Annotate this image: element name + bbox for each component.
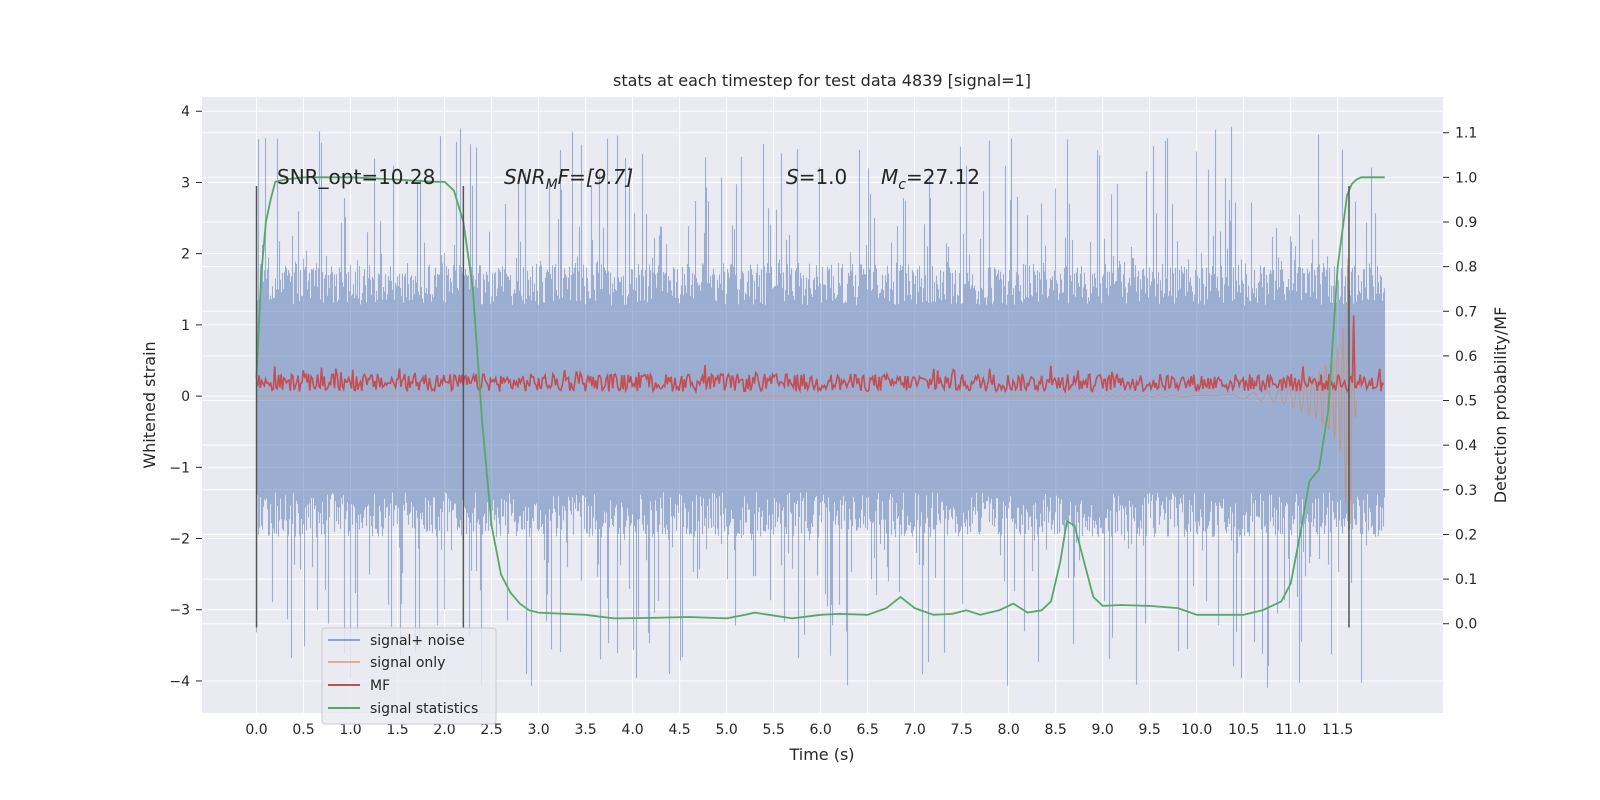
- annotation-mc-subscript: c: [898, 177, 906, 193]
- x-axis: 0.0 0.5 1.0 1.5 2.0 2.5 3.0 3.5 4.0 4.5 5.0 5.5 6.0 6…: [245, 722, 1353, 738]
- annotation-snr-mf-rest: F=[9.7]: [558, 165, 634, 189]
- x-tick-label: 3.5: [574, 722, 596, 738]
- x-tick-label: 5.5: [762, 722, 784, 738]
- x-tick-label: 2.5: [480, 722, 502, 738]
- annotation-s: S=1.0: [786, 165, 847, 189]
- x-tick-label: 1.5: [386, 722, 408, 738]
- series-layer: [255, 126, 1386, 688]
- y-tick-label: −4: [169, 674, 190, 690]
- y2-tick-label: 0.4: [1455, 438, 1477, 454]
- y2-tick-label: 0.1: [1455, 572, 1477, 588]
- y-tick-label: 3: [181, 175, 190, 191]
- legend-label-signal-only: signal only: [370, 655, 445, 671]
- x-tick-label: 2.0: [433, 722, 455, 738]
- annotation-snr-opt: SNR_opt=10.28: [277, 165, 435, 189]
- y-tick-label: 1: [181, 318, 190, 334]
- x-tick-label: 10.0: [1181, 722, 1212, 738]
- y2-axis-label: Detection probability/MF: [1491, 307, 1510, 504]
- y2-tick-label: 0.5: [1455, 394, 1477, 410]
- x-tick-label: 0.0: [245, 722, 267, 738]
- x-tick-label: 8.0: [998, 722, 1020, 738]
- x-tick-label: 4.0: [621, 722, 643, 738]
- annotation-mc-value: =27.12: [906, 165, 980, 189]
- annotation-mc-symbol: M: [881, 165, 898, 189]
- y2-tick-label: 0.9: [1455, 215, 1477, 231]
- series-signal-statistics: [255, 176, 1385, 620]
- series-signal-only: [256, 258, 1357, 525]
- y2-tick-label: 0.2: [1455, 527, 1477, 543]
- x-tick-label: 3.0: [527, 722, 549, 738]
- y-tick-label: −1: [169, 460, 190, 476]
- annotation-snr-mf-subscript: M: [546, 177, 558, 193]
- series-mf: [256, 315, 1385, 395]
- x-tick-label: 5.0: [715, 722, 737, 738]
- y-axis-left: 4 3 2 1 0 −1 −2 −3 −4: [169, 104, 202, 690]
- x-tick-label: 7.5: [951, 722, 973, 738]
- x-tick-label: 4.5: [668, 722, 690, 738]
- y2-tick-label: 0.0: [1455, 617, 1477, 633]
- y-tick-label: 2: [181, 247, 190, 263]
- vertical-markers: [255, 186, 1350, 628]
- legend-label-signal-noise: signal+ noise: [370, 633, 465, 649]
- legend-box: [321, 627, 497, 725]
- annotation-s-symbol: S: [786, 165, 799, 189]
- y-tick-label: −2: [169, 532, 190, 548]
- x-tick-label: 11.5: [1322, 722, 1353, 738]
- y2-tick-label: 0.6: [1455, 349, 1477, 365]
- x-tick-label: 9.5: [1139, 722, 1161, 738]
- x-tick-label: 7.0: [904, 722, 926, 738]
- x-tick-label: 1.0: [339, 722, 361, 738]
- y2-tick-label: 0.3: [1455, 483, 1477, 499]
- y-tick-label: 4: [181, 104, 190, 120]
- legend-label-signal-statistics: signal statistics: [370, 701, 478, 717]
- y2-tick-label: 1.1: [1455, 126, 1477, 142]
- annotation-snr-mf-symbol: SNR: [504, 165, 546, 189]
- y2-tick-label: 1.0: [1455, 170, 1477, 186]
- x-tick-label: 0.5: [292, 722, 314, 738]
- x-tick-label: 8.5: [1045, 722, 1067, 738]
- legend: signal+ noise signal only MF signal stat…: [321, 627, 497, 725]
- x-tick-label: 6.5: [856, 722, 878, 738]
- y-tick-label: −3: [169, 603, 190, 619]
- annotation-mc: Mc=27.12: [881, 165, 980, 193]
- x-axis-label: Time (s): [788, 745, 854, 764]
- y2-tick-label: 0.7: [1455, 304, 1477, 320]
- y-axis-label: Whitened strain: [140, 341, 159, 468]
- x-tick-label: 9.0: [1092, 722, 1114, 738]
- y-axis-right: 1.1 1.0 0.9 0.8 0.7 0.6 0.5 0.4 0.3 0.2 0.1 0.0: [1443, 126, 1477, 633]
- legend-label-mf: MF: [370, 678, 390, 694]
- x-tick-label: 10.5: [1228, 722, 1259, 738]
- x-tick-label: 11.0: [1275, 722, 1306, 738]
- x-tick-label: 6.0: [809, 722, 831, 738]
- y-tick-label: 0: [181, 389, 190, 405]
- y2-tick-label: 0.8: [1455, 260, 1477, 276]
- annotation-snr-mf: SNRMF=[9.7]: [504, 165, 633, 193]
- chart-title: stats at each timestep for test data 483…: [613, 71, 1031, 90]
- annotation-s-value: =1.0: [799, 165, 848, 189]
